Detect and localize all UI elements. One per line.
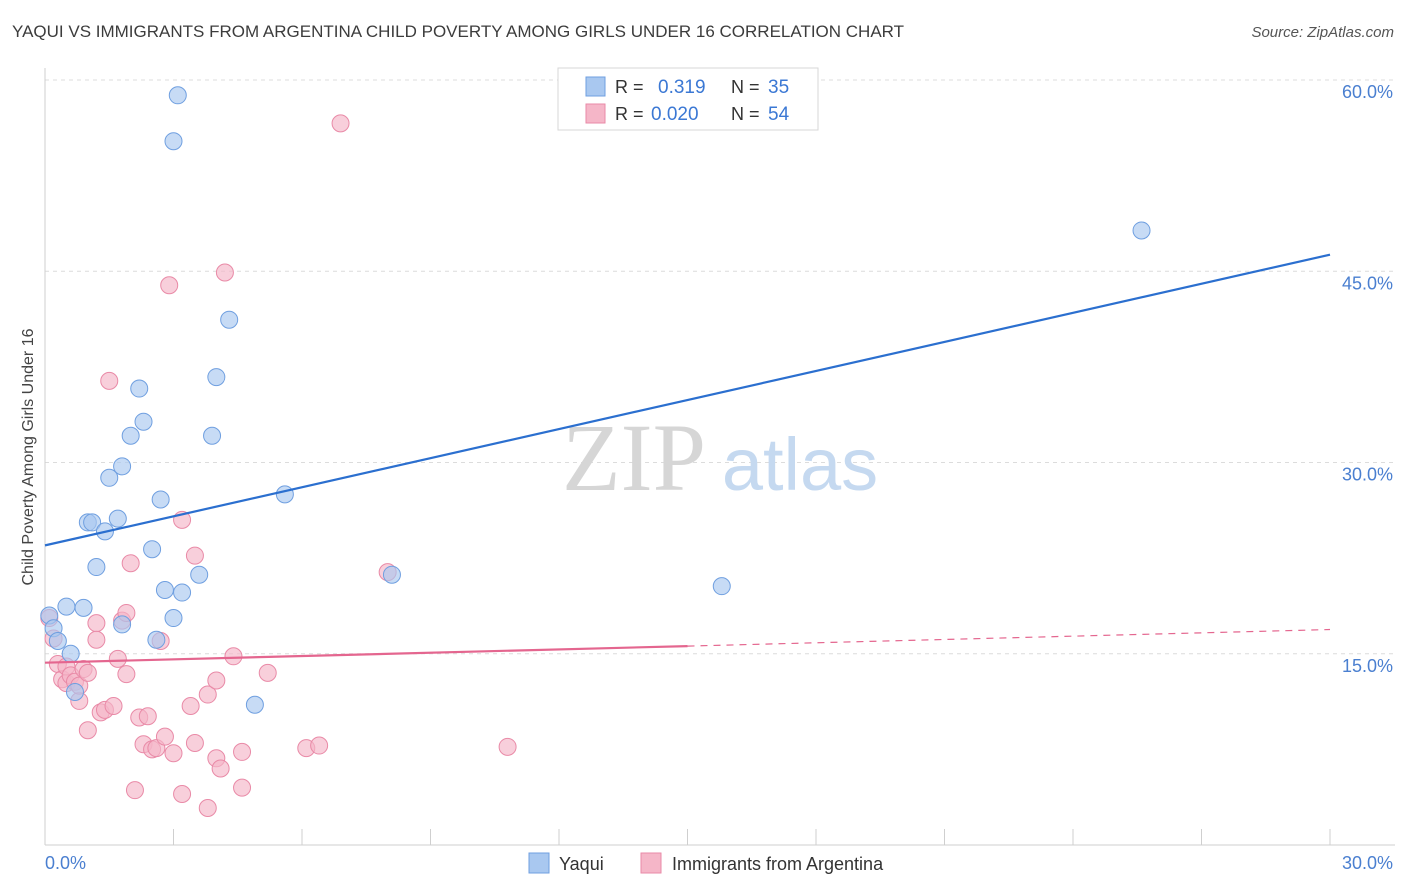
point-yaqui (130, 379, 149, 398)
point-yaqui (48, 632, 67, 650)
legend-n-value-1: 35 (768, 77, 789, 98)
legend-n-value-2: 54 (768, 104, 790, 125)
correlation-legend: R = 0.319 N = 35 R = 0.020 N = 54 (557, 67, 819, 131)
point-argentina (138, 707, 157, 726)
point-argentina (198, 799, 217, 818)
point-yaqui (100, 468, 119, 487)
trend-line-argentina (44, 645, 688, 664)
point-argentina (258, 663, 277, 682)
y-tick-label: 60.0% (1342, 82, 1393, 102)
point-argentina (211, 759, 230, 778)
series-yaqui (40, 86, 1151, 714)
series-legend: Yaqui Immigrants from Argentina (528, 852, 884, 874)
point-argentina (207, 671, 226, 690)
legend-r-value-2: 0.020 (651, 104, 699, 125)
point-yaqui (134, 412, 153, 431)
series-immigrants-from-argentina (40, 114, 517, 818)
legend-n-label-1: N = (731, 77, 760, 97)
trend-lines (44, 253, 1331, 664)
point-yaqui (275, 485, 294, 504)
point-argentina (173, 785, 192, 803)
point-argentina (164, 744, 183, 763)
watermark: ZIP atlas (562, 404, 878, 511)
point-argentina (233, 778, 252, 797)
point-argentina (185, 734, 204, 752)
point-argentina (100, 371, 119, 390)
point-argentina (108, 649, 127, 668)
legend-swatch-argentina (585, 103, 606, 124)
trend-line-argentina-extrapolated (687, 628, 1331, 647)
y-tick-label: 30.0% (1342, 465, 1393, 485)
legend-swatch-yaqui (585, 76, 606, 97)
point-yaqui (155, 581, 174, 599)
point-argentina (215, 263, 234, 282)
point-argentina (181, 697, 200, 716)
point-yaqui (74, 598, 93, 617)
gridlines (45, 79, 1395, 655)
point-yaqui (1132, 221, 1151, 240)
point-argentina (104, 697, 123, 716)
point-argentina (87, 630, 106, 649)
point-yaqui (57, 597, 76, 616)
bottom-legend-label-argentina: Immigrants from Argentina (672, 854, 884, 874)
legend-r-label-2: R = (615, 104, 644, 124)
point-argentina (78, 721, 97, 740)
point-yaqui (151, 490, 170, 509)
point-argentina (160, 276, 179, 295)
point-yaqui (143, 540, 162, 559)
point-argentina (155, 727, 174, 746)
point-yaqui (61, 644, 80, 663)
point-yaqui (83, 513, 102, 532)
point-yaqui (245, 695, 264, 714)
point-yaqui (168, 86, 187, 105)
point-yaqui (173, 583, 192, 602)
point-argentina (121, 554, 140, 573)
point-argentina (117, 665, 136, 684)
point-argentina (78, 663, 97, 682)
legend-r-label-1: R = (615, 77, 644, 97)
point-argentina (224, 647, 243, 666)
point-yaqui (207, 368, 226, 387)
point-argentina (310, 736, 329, 755)
point-yaqui (113, 615, 132, 634)
point-argentina (233, 742, 252, 761)
point-argentina (185, 546, 204, 565)
point-yaqui (164, 132, 183, 151)
y-axis-label: Child Poverty Among Girls Under 16 (20, 328, 37, 585)
trend-line-yaqui (44, 253, 1331, 547)
point-argentina (498, 737, 517, 756)
point-yaqui (87, 558, 106, 577)
bottom-legend-swatch-argentina (640, 852, 662, 874)
point-argentina (125, 781, 144, 800)
point-argentina (331, 114, 350, 133)
watermark-atlas: atlas (722, 423, 878, 506)
y-tick-label: 15.0% (1342, 656, 1393, 676)
point-yaqui (108, 509, 127, 528)
source-label: Source: ZipAtlas.com (1251, 24, 1394, 41)
y-tick-label: 45.0% (1342, 273, 1393, 293)
watermark-zip: ZIP (562, 404, 706, 511)
point-yaqui (190, 565, 209, 584)
point-yaqui (65, 683, 84, 701)
legend-r-value-1: 0.319 (658, 77, 706, 98)
legend-n-label-2: N = (731, 104, 760, 124)
axes: 15.0% 30.0% 45.0% 60.0% 0.0% 30.0% (44, 68, 1395, 873)
x-tick-label-min: 0.0% (45, 853, 86, 873)
point-yaqui (121, 426, 140, 445)
point-yaqui (164, 609, 183, 628)
point-yaqui (220, 310, 239, 329)
bottom-legend-swatch-yaqui (528, 852, 550, 874)
point-argentina (198, 685, 217, 704)
x-tick-label-max: 30.0% (1342, 853, 1393, 873)
point-yaqui (203, 426, 222, 445)
point-yaqui (382, 565, 401, 584)
point-argentina (87, 614, 106, 633)
point-yaqui (147, 630, 166, 649)
point-yaqui (113, 457, 132, 476)
point-yaqui (712, 577, 731, 596)
chart-title: YAQUI VS IMMIGRANTS FROM ARGENTINA CHILD… (12, 22, 905, 41)
bottom-legend-label-yaqui: Yaqui (559, 854, 604, 874)
